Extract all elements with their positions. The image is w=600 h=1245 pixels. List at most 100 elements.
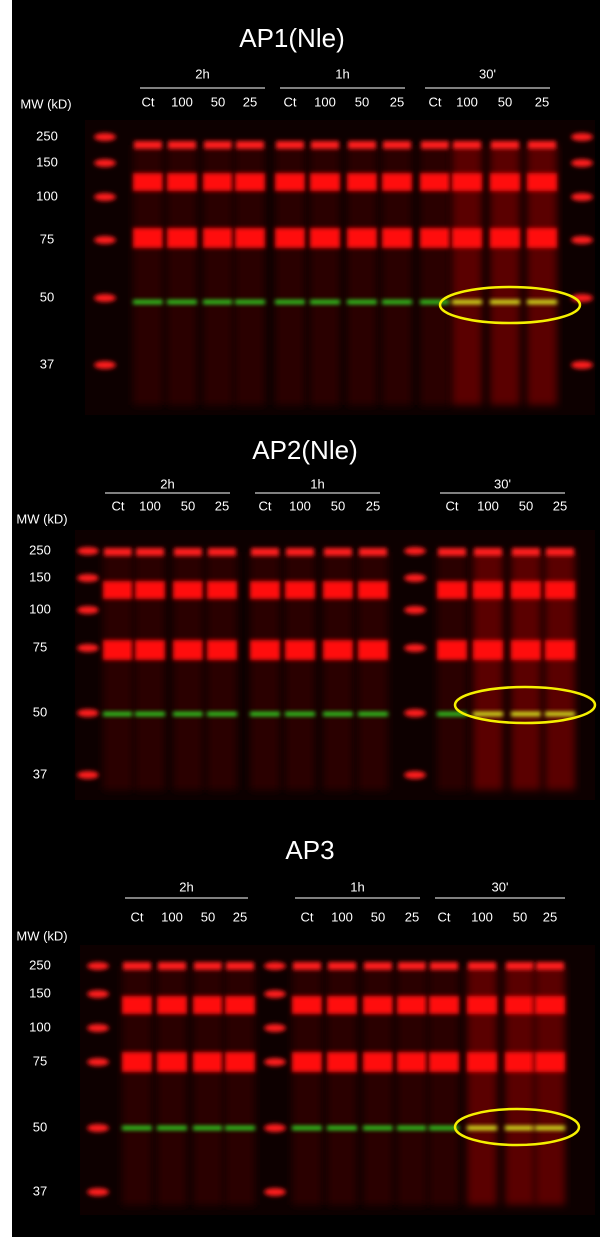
band-250 [134, 141, 162, 149]
band-250 [512, 548, 540, 556]
band-150 [275, 173, 305, 191]
mw-marker: 75 [33, 1053, 47, 1068]
lane-label: 100 [477, 498, 499, 513]
mw-marker: 50 [33, 704, 47, 719]
band-75 [505, 1052, 535, 1072]
band-75 [157, 1052, 187, 1072]
lane-label: 50 [181, 498, 195, 513]
band-75 [173, 640, 203, 660]
mw-marker: 250 [29, 957, 51, 972]
mw-marker: 150 [29, 569, 51, 584]
panel: AP3 MW (kD) 250 150 100 75 50 37 2h Ct 100 50 25 1h Ct… [16, 835, 595, 1215]
band-250 [398, 962, 426, 970]
band-150 [250, 581, 280, 599]
lane-label: 25 [543, 909, 557, 924]
ladder-band [87, 1188, 109, 1196]
band-250 [286, 548, 314, 556]
mw-marker: 150 [36, 154, 58, 169]
band-150 [167, 173, 197, 191]
band-250 [104, 548, 132, 556]
band-50 [505, 1126, 535, 1130]
ladder-band [264, 1124, 286, 1132]
band-75 [327, 1052, 357, 1072]
lane-label: 50 [519, 498, 533, 513]
lane-label: Ct [259, 498, 272, 513]
band-250 [136, 548, 164, 556]
band-250 [421, 141, 449, 149]
band-250 [438, 548, 466, 556]
lane-label: 100 [331, 909, 353, 924]
band-250 [311, 141, 339, 149]
band-150 [527, 173, 557, 191]
highlight-ellipse [438, 285, 582, 325]
band-150 [467, 996, 497, 1014]
ladder-band [404, 771, 426, 779]
band-150 [490, 173, 520, 191]
band-50 [135, 712, 165, 716]
band-50 [437, 712, 467, 716]
band-75 [285, 640, 315, 660]
band-250 [324, 548, 352, 556]
ladder-band [264, 1024, 286, 1032]
lane-label: 25 [390, 94, 404, 109]
band-75 [310, 228, 340, 248]
ladder-band [94, 159, 116, 167]
band-75 [527, 228, 557, 248]
band-150 [173, 581, 203, 599]
ladder-band [87, 990, 109, 998]
mw-marker: 100 [36, 188, 58, 203]
band-250 [123, 962, 151, 970]
lane-label: 50 [355, 94, 369, 109]
band-150 [203, 173, 233, 191]
band-50 [207, 712, 237, 716]
band-75 [135, 640, 165, 660]
band-250 [204, 141, 232, 149]
lane-label: Ct [112, 498, 125, 513]
lane-label: 25 [366, 498, 380, 513]
band-75 [235, 228, 265, 248]
lane-label: 100 [289, 498, 311, 513]
band-75 [193, 1052, 223, 1072]
band-250 [276, 141, 304, 149]
panel: AP2(Nle) MW (kD) 250 150 100 75 50 37 2h Ct 100 50 2… [16, 435, 597, 800]
ladder-band [94, 361, 116, 369]
lane-label: 100 [139, 498, 161, 513]
lane-label: 50 [498, 94, 512, 109]
band-150 [535, 996, 565, 1014]
band-150 [545, 581, 575, 599]
band-50 [157, 1126, 187, 1130]
band-50 [490, 300, 520, 304]
band-75 [207, 640, 237, 660]
band-150 [429, 996, 459, 1014]
mw-marker: 150 [29, 985, 51, 1000]
group-label: 30' [492, 879, 509, 894]
ladder-band [87, 1124, 109, 1132]
mw-marker: 50 [40, 289, 54, 304]
mw-marker: 250 [36, 128, 58, 143]
band-150 [235, 173, 265, 191]
band-150 [323, 581, 353, 599]
ladder-band [571, 159, 593, 167]
band-150 [420, 173, 450, 191]
band-50 [250, 712, 280, 716]
band-50 [473, 712, 503, 716]
band-50 [285, 712, 315, 716]
ladder-band [77, 644, 99, 652]
ladder-band [77, 606, 99, 614]
lane-label: Ct [446, 498, 459, 513]
band-50 [452, 300, 482, 304]
band-150 [327, 996, 357, 1014]
ladder-band [94, 133, 116, 141]
group-label: 2h [179, 879, 193, 894]
ladder-band [404, 574, 426, 582]
band-50 [323, 712, 353, 716]
band-150 [193, 996, 223, 1014]
band-50 [203, 300, 233, 304]
ladder-band [404, 644, 426, 652]
lane-label: 25 [405, 909, 419, 924]
band-50 [363, 1126, 393, 1130]
band-50 [193, 1126, 223, 1130]
lane-label: Ct [131, 909, 144, 924]
band-150 [473, 581, 503, 599]
